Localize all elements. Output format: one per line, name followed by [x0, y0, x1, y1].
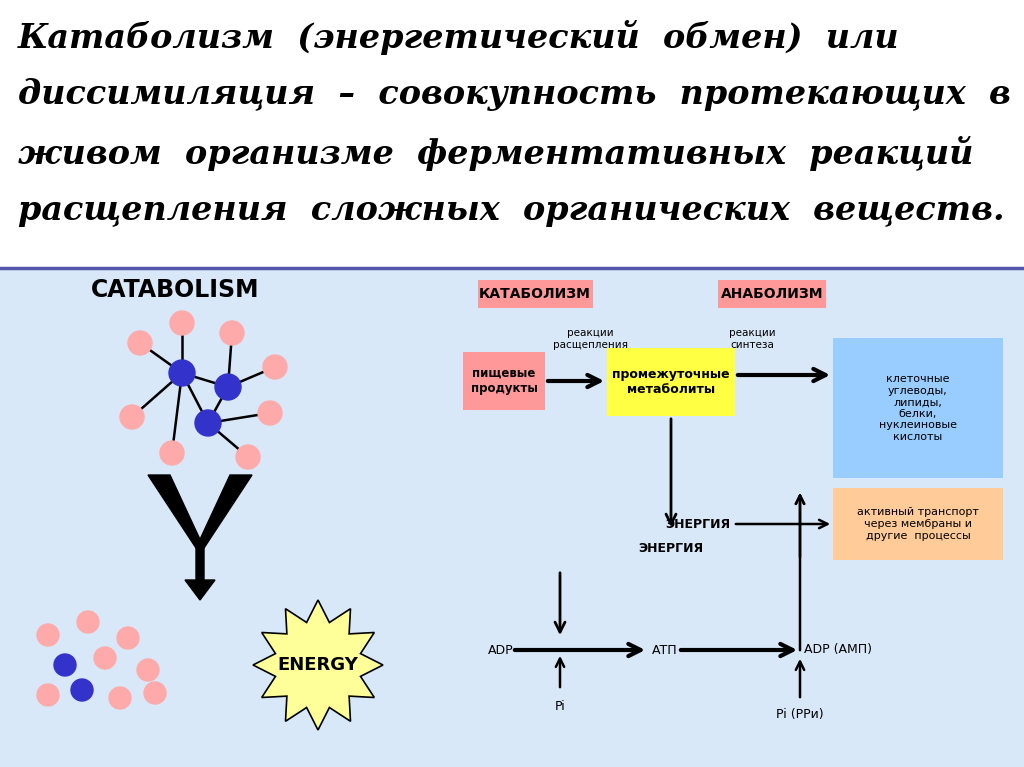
Circle shape: [195, 410, 221, 436]
Circle shape: [109, 687, 131, 709]
Polygon shape: [148, 475, 204, 548]
Circle shape: [169, 360, 195, 386]
Text: пищевые
продукты: пищевые продукты: [470, 367, 538, 395]
Text: ADP: ADP: [488, 644, 514, 657]
Text: Катаболизм  (энергетический  обмен)  или: Катаболизм (энергетический обмен) или: [18, 20, 900, 55]
Circle shape: [120, 405, 144, 429]
FancyBboxPatch shape: [463, 352, 545, 410]
Text: АТП: АТП: [652, 644, 678, 657]
Circle shape: [117, 627, 139, 649]
Text: ЭНЕРГИЯ: ЭНЕРГИЯ: [665, 518, 730, 531]
Text: ENERGY: ENERGY: [278, 656, 358, 674]
Text: расщепления  сложных  органических  веществ.: расщепления сложных органических веществ…: [18, 194, 1005, 227]
Circle shape: [170, 311, 194, 335]
Circle shape: [137, 659, 159, 681]
Polygon shape: [185, 548, 215, 600]
Text: промежуточные
метаболиты: промежуточные метаболиты: [612, 368, 730, 396]
Text: Pi: Pi: [555, 700, 565, 713]
Text: клеточные
углеводы,
липиды,
белки,
нуклеиновые
кислоты: клеточные углеводы, липиды, белки, нукле…: [879, 374, 957, 442]
Text: реакции
расщепления: реакции расщепления: [553, 328, 628, 350]
Polygon shape: [196, 475, 252, 548]
Circle shape: [160, 441, 184, 465]
Polygon shape: [253, 600, 383, 730]
Circle shape: [37, 624, 59, 646]
Circle shape: [37, 684, 59, 706]
Circle shape: [71, 679, 93, 701]
Text: ADP (АМП): ADP (АМП): [804, 644, 872, 657]
Circle shape: [144, 682, 166, 704]
Bar: [0, 0, 1024, 265]
FancyBboxPatch shape: [833, 488, 1002, 560]
FancyBboxPatch shape: [833, 338, 1002, 478]
Text: КАТАБОЛИЗМ: КАТАБОЛИЗМ: [479, 287, 591, 301]
Circle shape: [258, 401, 282, 425]
Text: активный транспорт
через мембраны и
другие  процессы: активный транспорт через мембраны и друг…: [857, 508, 979, 541]
Text: CATABOLISM: CATABOLISM: [91, 278, 259, 302]
Circle shape: [220, 321, 244, 345]
Circle shape: [263, 355, 287, 379]
Circle shape: [77, 611, 99, 633]
Text: диссимиляция  –  совокупность  протекающих  в: диссимиляция – совокупность протекающих …: [18, 78, 1011, 111]
Circle shape: [236, 445, 260, 469]
Text: Pi (PPи): Pi (PPи): [776, 708, 824, 721]
Circle shape: [128, 331, 152, 355]
Text: реакции
синтеза: реакции синтеза: [729, 328, 775, 350]
Text: ЭНЕРГИЯ: ЭНЕРГИЯ: [638, 542, 703, 555]
Circle shape: [94, 647, 116, 669]
Circle shape: [215, 374, 241, 400]
Text: АНАБОЛИЗМ: АНАБОЛИЗМ: [721, 287, 823, 301]
Circle shape: [54, 654, 76, 676]
Bar: [0, 268, 1024, 767]
FancyBboxPatch shape: [478, 280, 593, 308]
Text: живом  организме  ферментативных  реакций: живом организме ферментативных реакций: [18, 136, 974, 171]
FancyBboxPatch shape: [718, 280, 826, 308]
FancyBboxPatch shape: [607, 348, 735, 416]
